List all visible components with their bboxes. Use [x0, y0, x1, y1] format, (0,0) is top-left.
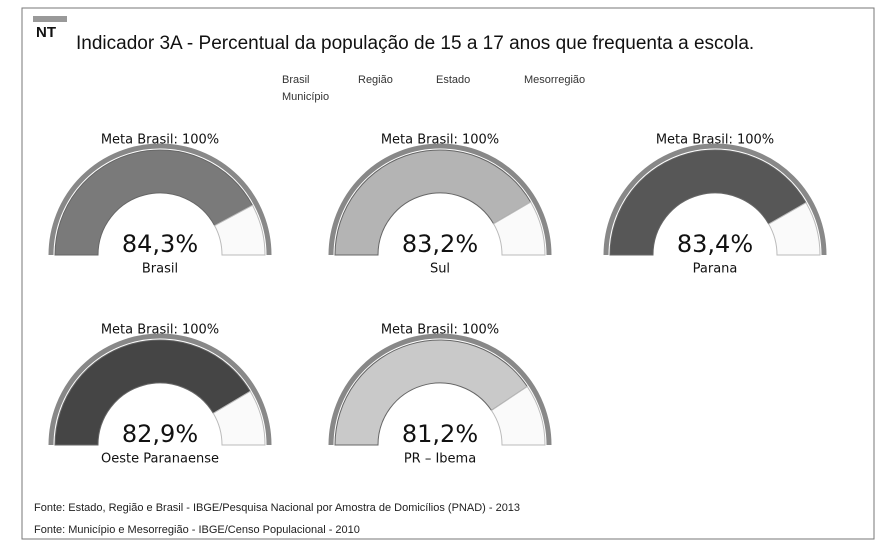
gauge-ring [48, 143, 272, 256]
icon: NT [36, 24, 56, 41]
gauge-value: 84,3% [122, 230, 198, 258]
gauge-ring [328, 143, 552, 256]
source: Fonte: Município e Mesorregião - IBGE/Ce… [34, 524, 360, 536]
gauge-ring [603, 143, 827, 256]
tab[interactable]: Mesorregião [524, 74, 585, 86]
gauge-fill [334, 339, 528, 446]
gauge-title: Meta Brasil: 100% [101, 323, 219, 338]
gauge-value: 81,2% [402, 420, 478, 448]
page-title: Indicador 3A - Percentual da população d… [76, 33, 754, 54]
gauge-rest [490, 385, 546, 446]
icon-tab [33, 16, 67, 22]
gauge-label: Sul [430, 262, 450, 277]
gauge-rest [213, 204, 266, 256]
gauge-ring [328, 333, 552, 446]
gauge-value: 82,9% [122, 420, 198, 448]
gauge-rest [492, 201, 546, 256]
gauge-fill [54, 149, 254, 256]
gauge-rest [212, 390, 266, 446]
gauge-rest [768, 202, 821, 256]
gauge-label: PR – Ibema [404, 452, 476, 467]
gauge-value: 83,2% [402, 230, 478, 258]
gauge-label: Oeste Paranaense [101, 452, 219, 467]
gauge-title: Meta Brasil: 100% [656, 133, 774, 148]
tab[interactable]: Estado [436, 74, 470, 86]
gauge-fill [54, 339, 251, 446]
gauge-title: Meta Brasil: 100% [381, 133, 499, 148]
tab[interactable]: Município [282, 91, 329, 103]
gauge-fill [609, 149, 807, 256]
gauge-label: Parana [693, 262, 738, 277]
gauge-title: Meta Brasil: 100% [381, 323, 499, 338]
gauge-fill [334, 149, 532, 256]
frame [21, 7, 875, 540]
gauge-ring [48, 333, 272, 446]
tab[interactable]: Região [358, 74, 393, 86]
gauge-label: Brasil [142, 262, 178, 277]
gauge-title: Meta Brasil: 100% [101, 133, 219, 148]
tab[interactable]: Brasil [282, 74, 310, 86]
source: Fonte: Estado, Região e Brasil - IBGE/Pe… [34, 502, 520, 514]
gauge-value: 83,4% [677, 230, 753, 258]
